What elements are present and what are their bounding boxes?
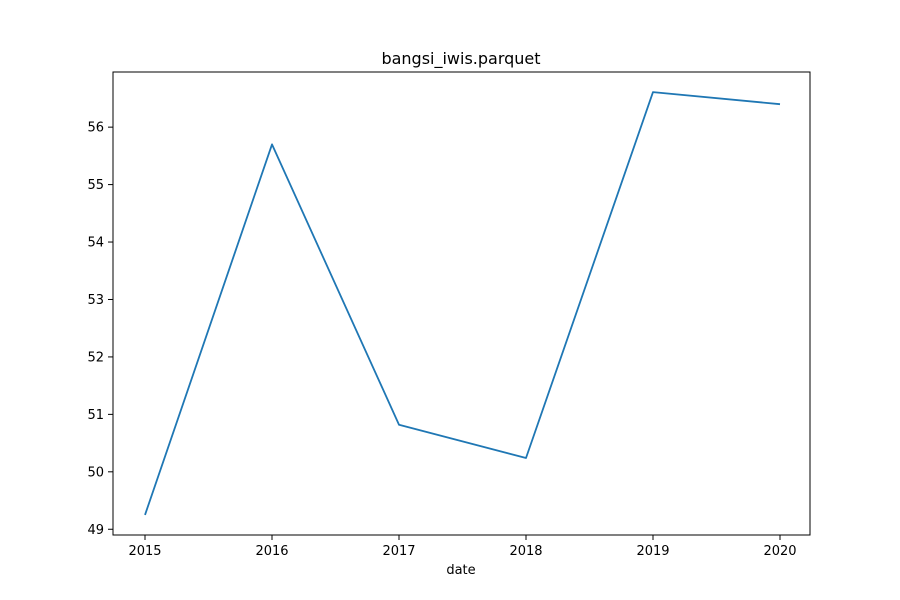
y-tick-label: 51 (87, 408, 104, 423)
x-tick-label: 2015 (128, 544, 161, 559)
y-tick-label: 50 (87, 465, 104, 480)
x-tick-label: 2018 (509, 544, 542, 559)
plot-area (112, 71, 811, 536)
series-line (144, 91, 781, 516)
x-tick-label: 2016 (255, 544, 288, 559)
x-axis-label: date (446, 563, 475, 578)
y-tick-label: 49 (87, 523, 104, 538)
y-tick-label: 55 (87, 178, 104, 193)
x-axis-ticks: 2015 2016 2017 2018 2019 2020 (128, 535, 797, 559)
x-tick-label: 2020 (763, 544, 796, 559)
y-axis-ticks: 49 50 51 52 53 54 55 56 (87, 121, 113, 538)
x-tick-label: 2019 (636, 544, 669, 559)
y-tick-label: 54 (87, 236, 104, 251)
y-tick-label: 53 (87, 293, 104, 308)
series-layer (144, 91, 781, 516)
x-tick-label: 2017 (382, 544, 415, 559)
chart-title: bangsi_iwis.parquet (381, 49, 540, 69)
y-tick-label: 52 (87, 350, 104, 365)
y-tick-label: 56 (87, 121, 104, 136)
